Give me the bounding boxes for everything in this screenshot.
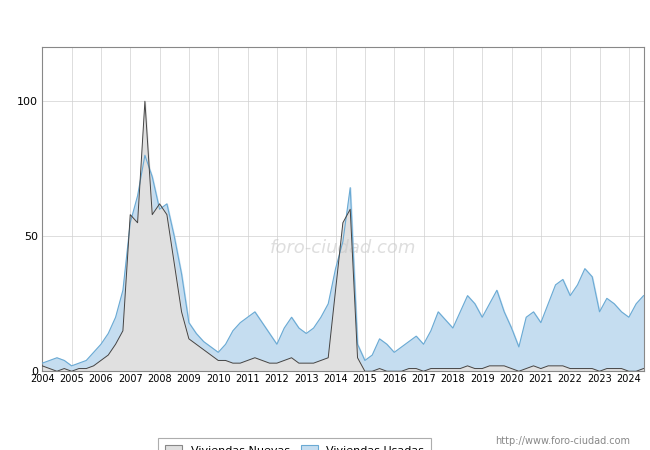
Text: http://www.foro-ciudad.com: http://www.foro-ciudad.com [495,436,630,446]
Legend: Viviendas Nuevas, Viviendas Usadas: Viviendas Nuevas, Viviendas Usadas [159,438,431,450]
Text: Medina-Sidonia - Evolucion del Nº de Transacciones Inmobiliarias: Medina-Sidonia - Evolucion del Nº de Tra… [109,12,541,25]
Text: foro-ciudad.com: foro-ciudad.com [270,239,416,257]
